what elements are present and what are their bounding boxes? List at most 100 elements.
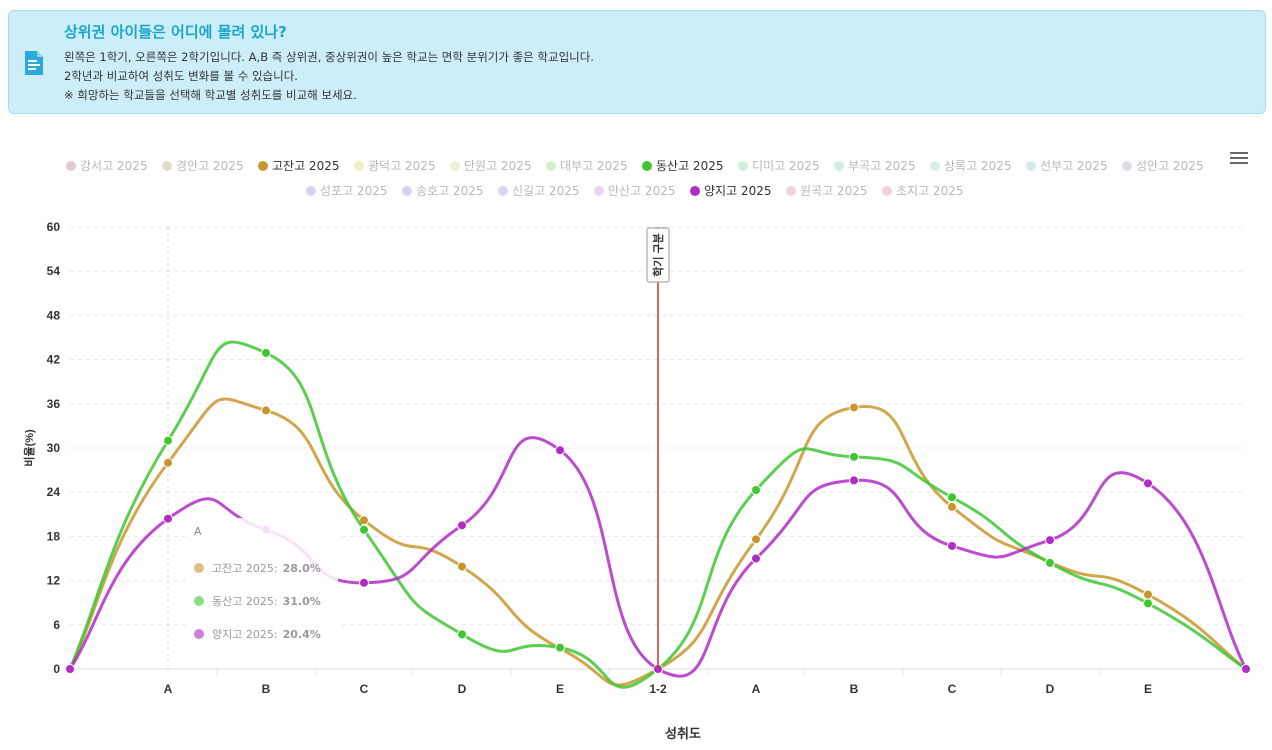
- legend-label: 동산고 2025: [656, 159, 724, 173]
- legend-item[interactable]: 단원고 2025: [450, 157, 531, 174]
- tooltip-dot: [194, 596, 204, 606]
- banner-line-3: ※ 희망하는 학교들을 선택해 학교별 성취도를 비교해 보세요.: [64, 88, 357, 102]
- legend-item[interactable]: 초지고 2025: [882, 182, 963, 199]
- data-point: [849, 402, 859, 413]
- legend-label: 원곡고 2025: [800, 184, 868, 198]
- legend-label: 단원고 2025: [464, 159, 532, 173]
- legend-item[interactable]: 경안고 2025: [162, 157, 243, 174]
- x-tick-label: C: [948, 682, 957, 696]
- info-banner: 상위권 아이들은 어디에 몰려 있나? 왼쪽은 1학기, 오른쪽은 2학기입니다…: [8, 10, 1266, 114]
- legend-label: 광덕고 2025: [368, 159, 436, 173]
- y-axis-title: 비율(%): [22, 429, 36, 467]
- legend-dot: [690, 185, 700, 196]
- x-tick-label: A: [752, 682, 761, 696]
- data-point: [1143, 598, 1153, 609]
- legend-item[interactable]: 광덕고 2025: [354, 157, 435, 174]
- data-point: [555, 642, 565, 653]
- y-tick-label: 60: [47, 220, 61, 234]
- tooltip-series-name: 동산고 2025: [212, 595, 274, 608]
- data-point: [261, 347, 271, 358]
- data-point: [65, 664, 75, 674]
- divider-label-box: [646, 227, 670, 283]
- legend-dot: [930, 160, 940, 171]
- legend-item[interactable]: 송호고 2025: [402, 182, 483, 199]
- data-point: [849, 475, 859, 486]
- legend-dot: [66, 160, 76, 171]
- x-tick-label: E: [1144, 682, 1152, 696]
- legend-dot: [258, 160, 268, 171]
- banner-title: 상위권 아이들은 어디에 몰려 있나?: [64, 23, 287, 41]
- legend-item[interactable]: 강서고 2025: [66, 157, 147, 174]
- legend-dot: [738, 160, 748, 171]
- x-tick-label: E: [556, 682, 564, 696]
- data-point: [947, 492, 957, 503]
- legend-dot: [546, 160, 556, 171]
- y-tick-label: 18: [47, 529, 61, 543]
- data-point: [261, 405, 271, 416]
- x-tick-label: 1-2: [649, 682, 667, 696]
- series-line: [68, 340, 1247, 689]
- legend-item[interactable]: 대부고 2025: [546, 157, 627, 174]
- legend-item[interactable]: 동산고 2025: [642, 157, 723, 174]
- legend-item[interactable]: 상록고 2025: [930, 157, 1011, 174]
- tooltip-row: 동산고 2025: 31.0%: [194, 593, 321, 609]
- legend-dot: [1122, 160, 1132, 171]
- legend-label: 안산고 2025: [608, 184, 676, 198]
- data-point: [457, 520, 467, 531]
- tooltip-row: 고잔고 2025: 28.0%: [194, 560, 321, 576]
- chart-tooltip: A 고잔고 2025: 28.0% 동산고 2025: 31.0% 양지고 20…: [186, 518, 338, 648]
- data-point: [751, 553, 761, 564]
- x-tick-label: B: [850, 682, 859, 696]
- legend-dot: [498, 185, 508, 196]
- legend-dot: [306, 185, 316, 196]
- data-point: [457, 561, 467, 572]
- legend-item[interactable]: 안산고 2025: [594, 182, 675, 199]
- legend-item[interactable]: 선부고 2025: [1026, 157, 1107, 174]
- data-point: [947, 540, 957, 551]
- y-tick-label: 42: [47, 353, 61, 367]
- tooltip-row: 양지고 2025: 20.4%: [194, 626, 321, 642]
- legend-label: 고잔고 2025: [272, 159, 340, 173]
- y-tick-label: 36: [47, 397, 61, 411]
- legend-item[interactable]: 성안고 2025: [1122, 157, 1203, 174]
- x-tick-label: D: [1046, 682, 1055, 696]
- legend-item[interactable]: 디미고 2025: [738, 157, 819, 174]
- data-point: [359, 577, 369, 588]
- legend-dot: [834, 160, 844, 171]
- data-point: [359, 524, 369, 535]
- y-tick-label: 30: [47, 441, 61, 455]
- x-tick-label: B: [262, 682, 271, 696]
- legend-dot: [786, 185, 796, 196]
- tooltip-value: 28.0%: [282, 561, 321, 575]
- legend-label: 디미고 2025: [752, 159, 820, 173]
- legend-dot: [162, 160, 172, 171]
- legend-item[interactable]: 원곡고 2025: [786, 182, 867, 199]
- legend-item[interactable]: 고잔고 2025: [258, 157, 339, 174]
- data-point: [947, 501, 957, 512]
- y-tick-label: 12: [47, 574, 61, 588]
- data-point: [457, 629, 467, 640]
- legend-item[interactable]: 양지고 2025: [690, 182, 771, 199]
- data-point: [1143, 589, 1153, 600]
- legend-item[interactable]: 성포고 2025: [306, 182, 387, 199]
- data-point: [555, 445, 565, 456]
- legend-dot: [1026, 160, 1036, 171]
- data-point: [359, 515, 369, 526]
- divider-label: 학기 구분: [651, 233, 665, 277]
- tooltip-dot: [194, 629, 204, 639]
- tooltip-series-name: 양지고 2025: [212, 628, 274, 641]
- data-point: [849, 451, 859, 462]
- y-tick-label: 6: [53, 618, 60, 632]
- banner-line-1: 왼쪽은 1학기, 오른쪽은 2학기입니다. A,B 즉 상위권, 중상위권이 높…: [64, 50, 594, 64]
- legend-dot: [594, 185, 604, 196]
- x-axis-title: 성취도: [665, 726, 701, 741]
- tooltip-value: 20.4%: [282, 627, 321, 641]
- legend-item[interactable]: 신길고 2025: [498, 182, 579, 199]
- legend-item[interactable]: 부곡고 2025: [834, 157, 915, 174]
- legend-dot: [354, 160, 364, 171]
- chart-menu-icon[interactable]: [1230, 152, 1248, 168]
- legend-label: 상록고 2025: [944, 159, 1012, 173]
- legend-label: 신길고 2025: [512, 184, 580, 198]
- legend-label: 송호고 2025: [416, 184, 484, 198]
